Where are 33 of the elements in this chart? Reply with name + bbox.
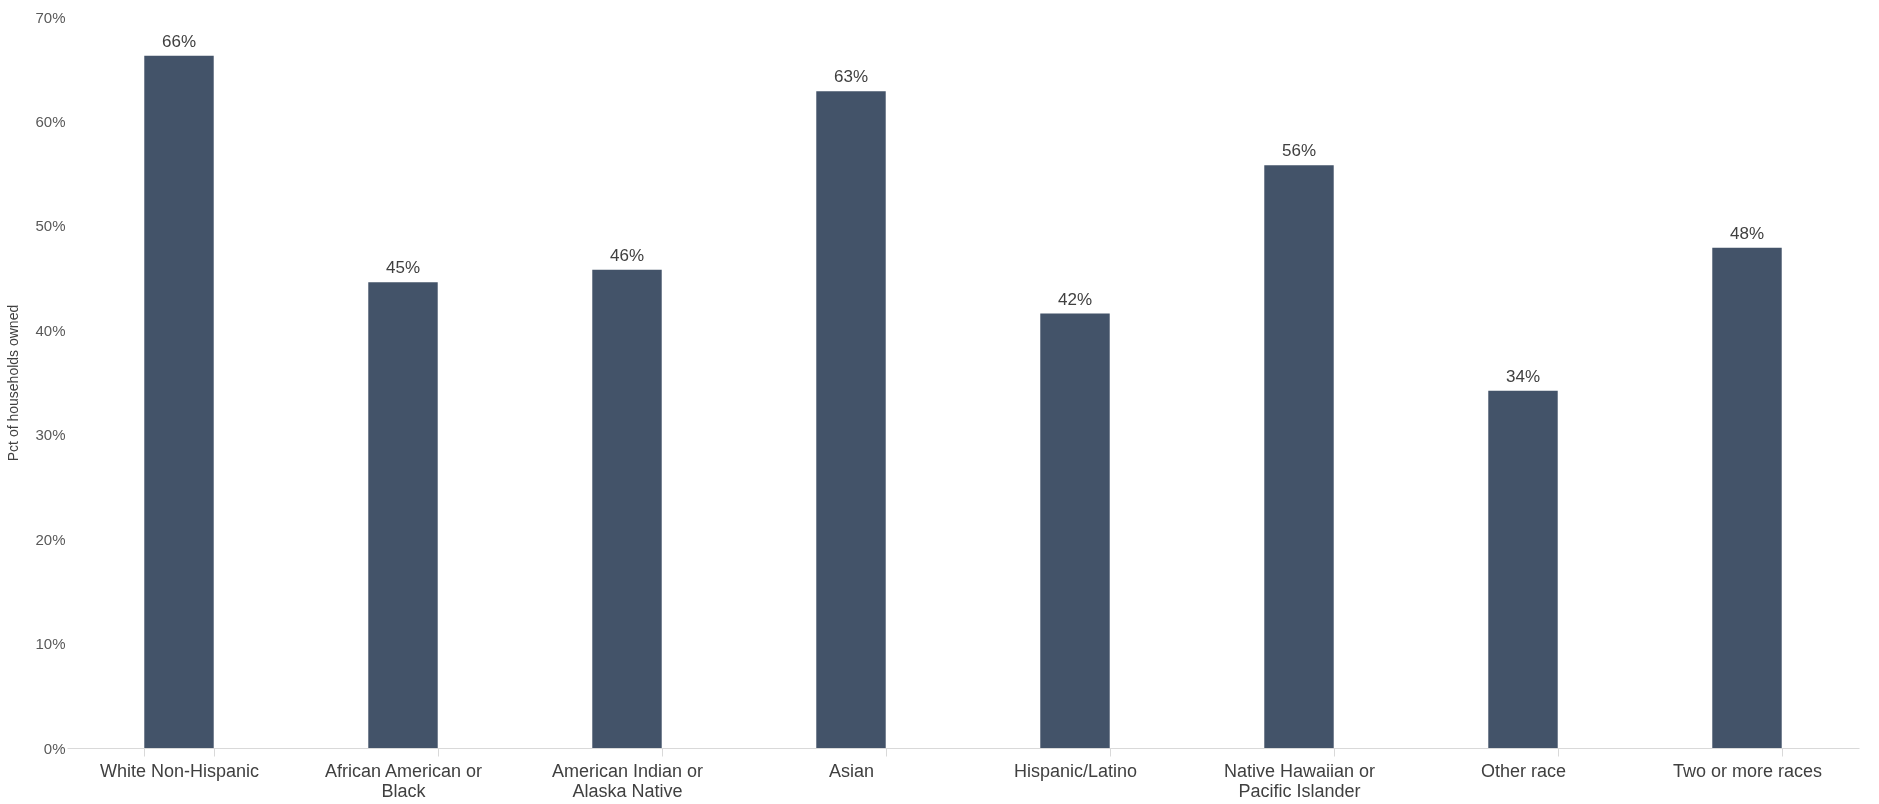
bar (1264, 165, 1334, 748)
y-tick-label: 70% (35, 8, 66, 26)
bar (1488, 390, 1558, 748)
x-tick-label: American Indian or Alaska Native (551, 760, 704, 801)
data-label: 34% (1505, 366, 1541, 386)
x-tick-label: White Non-Hispanic (99, 760, 260, 781)
x-tick-label: Other race (1480, 760, 1567, 781)
x-tick-label: African American or Black (324, 760, 483, 801)
y-tick-label: 0% (43, 739, 66, 757)
x-tick-label: Asian (828, 760, 875, 781)
data-label: 66% (161, 31, 197, 51)
y-tick-label: 30% (35, 426, 66, 444)
data-label: 46% (609, 245, 645, 265)
data-label: 56% (1281, 141, 1317, 161)
bar (1712, 247, 1782, 748)
y-tick-label: 60% (35, 112, 66, 130)
y-tick-label: 50% (35, 217, 66, 235)
data-label: 42% (1057, 289, 1093, 309)
bar (1040, 313, 1110, 748)
data-label: 45% (385, 258, 421, 278)
bar (592, 269, 662, 748)
x-tick-label: Two or more races (1672, 760, 1823, 781)
y-axis-title: Pct of households owned (5, 304, 22, 462)
bar (816, 91, 886, 748)
data-label: 48% (1729, 223, 1765, 243)
x-tick-label: Hispanic/Latino (1013, 760, 1138, 781)
bar (144, 55, 214, 748)
y-tick-label: 10% (35, 635, 66, 653)
data-label: 63% (833, 67, 869, 87)
x-tick-label: Native Hawaiian or Pacific Islander (1223, 760, 1376, 801)
y-tick-label: 20% (35, 530, 66, 548)
bar (368, 282, 438, 748)
y-tick-label: 40% (35, 321, 66, 339)
